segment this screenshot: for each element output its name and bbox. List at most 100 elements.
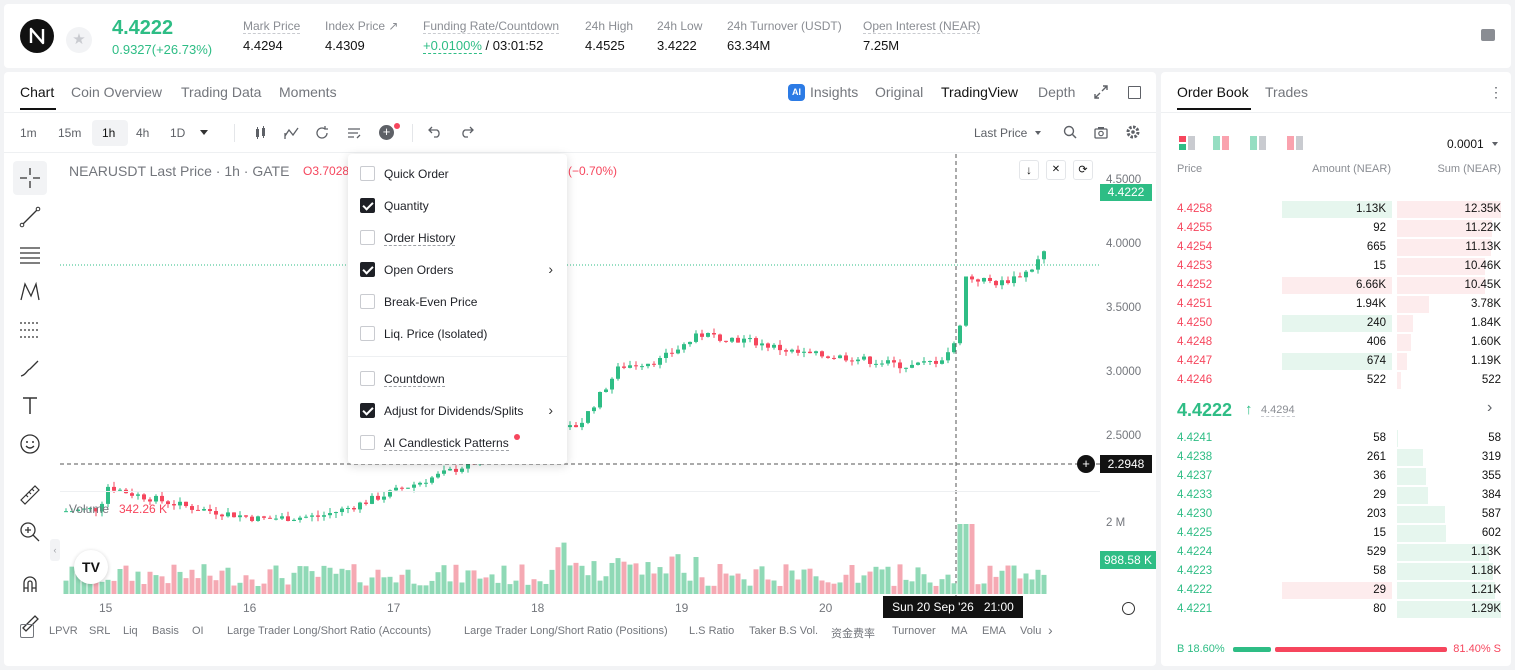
view-depth[interactable]: Depth [1038,84,1076,100]
magnet-tool[interactable] [13,567,47,601]
price-type-select[interactable]: Last Price [974,126,1028,140]
down-arrow-icon[interactable]: ↓ [1019,160,1039,180]
view-original[interactable]: Original [875,84,924,100]
emoji-tool[interactable] [13,427,47,461]
interval-1h[interactable]: 1h [102,126,116,140]
interval-4h[interactable]: 4h [136,126,150,140]
checkbox[interactable] [360,403,375,418]
pattern-tool[interactable] [13,275,47,309]
indicators-icon[interactable] [284,126,299,143]
index-price-label[interactable]: Index Price ↗ [325,19,399,33]
checkbox[interactable] [360,230,375,245]
indicator-basis[interactable]: Basis [152,625,179,637]
option-quantity[interactable]: Quantity [348,189,567,221]
bid-row[interactable]: 4.4241 58 58 [1161,429,1511,448]
checkbox[interactable] [360,198,375,213]
option-ai-patterns[interactable]: AI Candlestick Patterns [348,426,567,458]
search-icon[interactable] [1063,125,1077,142]
brush-tool[interactable] [13,351,47,385]
checkbox[interactable] [360,435,375,450]
indicator-srl[interactable]: SRL [89,625,111,637]
more-menu-icon[interactable]: ⋮ [1489,84,1503,100]
candle-type-icon[interactable] [254,126,268,143]
indicator-panel-icon[interactable] [20,624,34,638]
redo-icon[interactable] [460,126,474,141]
precision-select[interactable]: 0.0001 [1447,137,1484,151]
funding-rate-label[interactable]: Funding Rate/Countdown [423,19,560,34]
bid-row[interactable]: 4.4224 529 1.13K [1161,543,1511,562]
tab-trades[interactable]: Trades [1265,84,1309,100]
add-order-icon[interactable]: + [1077,455,1095,473]
bid-row[interactable]: 4.4222 29 1.21K [1161,581,1511,600]
checkbox[interactable] [360,371,375,386]
mark-price-label[interactable]: Mark Price [243,19,301,34]
ruler-tool[interactable] [13,477,47,511]
view-insights[interactable]: Insights [810,84,859,100]
tab-trading-data[interactable]: Trading Data [181,84,262,100]
option-quick-order[interactable]: Quick Order [348,157,567,189]
bid-row[interactable]: 4.4233 29 384 [1161,486,1511,505]
zoom-tool[interactable] [13,515,47,549]
camera-icon[interactable] [1094,126,1108,142]
replay-icon[interactable] [315,126,329,143]
option-adjust-dividends[interactable]: Adjust for Dividends/Splits › [348,394,567,426]
ask-row[interactable]: 4.4246 522 522 [1161,371,1511,390]
bid-row[interactable]: 4.4230 203 587 [1161,505,1511,524]
interval-dropdown-icon[interactable] [200,130,208,135]
indicator-ls-ratio[interactable]: L.S Ratio [689,625,735,637]
bid-row[interactable]: 4.4237 36 355 [1161,467,1511,486]
view-both-icon[interactable] [1179,136,1195,153]
checkbox[interactable] [360,326,375,341]
chevron-right-icon[interactable]: › [1487,399,1493,416]
tab-coin-overview[interactable]: Coin Overview [71,84,163,100]
ask-row[interactable]: 4.4255 92 11.22K [1161,219,1511,238]
ask-row[interactable]: 4.4253 15 10.46K [1161,257,1511,276]
text-tool[interactable] [13,389,47,423]
collapse-icon[interactable]: ✕ [1046,160,1066,180]
tab-order-book[interactable]: Order Book [1177,84,1249,100]
candlestick-chart[interactable] [60,154,1100,597]
checkbox[interactable] [360,262,375,277]
ask-row[interactable]: 4.4258 1.13K 12.35K [1161,200,1511,219]
add-settings-icon[interactable]: + [379,125,394,140]
option-open-orders[interactable]: Open Orders › [348,253,567,285]
timezone-settings-icon[interactable] [1122,602,1135,615]
undo-icon[interactable] [428,126,442,141]
interval-15m[interactable]: 15m [58,126,82,140]
indicator-volume[interactable]: Volu [1020,625,1042,637]
tab-chart[interactable]: Chart [20,84,55,100]
window-icon[interactable] [1128,86,1141,99]
book-icon[interactable] [1481,29,1495,41]
trendline-tool[interactable] [13,200,47,234]
ask-row[interactable]: 4.4248 406 1.60K [1161,333,1511,352]
ask-row[interactable]: 4.4251 1.94K 3.78K [1161,295,1511,314]
open-interest-label[interactable]: Open Interest (NEAR) [863,19,981,34]
view-bids-icon[interactable] [1250,136,1266,153]
precision-dropdown-icon[interactable] [1492,142,1498,146]
indicator-ma[interactable]: MA [951,625,968,637]
indicator-oi[interactable]: OI [192,625,204,637]
option-order-history[interactable]: Order History [348,221,567,253]
ask-row[interactable]: 4.4252 6.66K 10.45K [1161,276,1511,295]
indicator-lpvr[interactable]: LPVR [49,625,78,637]
indicator-scroll-right-icon[interactable]: › [1048,622,1053,638]
ask-row[interactable]: 4.4247 674 1.19K [1161,352,1511,371]
view-bids-asks-icon[interactable] [1213,136,1229,153]
fib-tool[interactable] [13,313,47,347]
indicator-taker-vol[interactable]: Taker B.S Vol. [749,625,819,637]
collapse-toolbar-icon[interactable]: ‹ [50,539,60,561]
template-icon[interactable] [347,126,361,143]
option-break-even[interactable]: Break-Even Price [348,285,567,317]
checkbox[interactable] [360,166,375,181]
option-liq-price[interactable]: Liq. Price (Isolated) [348,317,567,349]
bid-row[interactable]: 4.4225 15 602 [1161,524,1511,543]
interval-1d[interactable]: 1D [170,126,186,140]
horizontal-lines-tool[interactable] [13,238,47,272]
bid-row[interactable]: 4.4223 58 1.18K [1161,562,1511,581]
tradingview-logo-icon[interactable]: TV [74,550,108,584]
tab-moments[interactable]: Moments [279,84,337,100]
checkbox[interactable] [360,294,375,309]
refresh-icon[interactable]: ⟳ [1073,160,1093,180]
mid-mark-price[interactable]: 4.4294 [1261,404,1295,417]
indicator-ema[interactable]: EMA [982,625,1006,637]
